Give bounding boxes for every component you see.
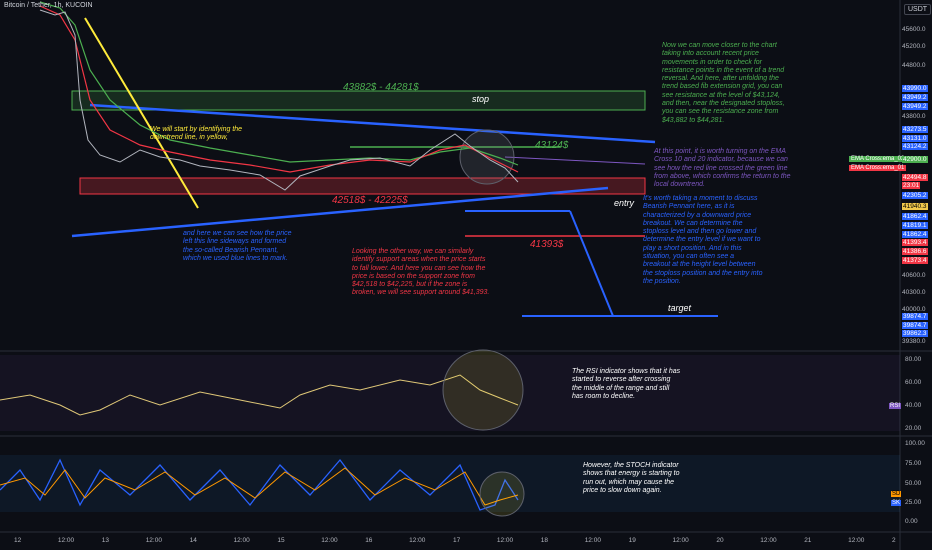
price-line [39, 9, 519, 191]
ema-note-line [504, 156, 646, 165]
stoch-axis-label: 25.00 [905, 499, 922, 506]
price-label: 43949.2 [902, 94, 928, 101]
entry-label: entry [614, 198, 635, 208]
price-label: 41393.4 [902, 239, 928, 246]
price-label: 39380.0 [902, 338, 926, 345]
stoch-axis-label: 75.00 [905, 460, 922, 467]
blue-note: and here we can see how the price left t… [183, 230, 292, 262]
time-label: 15 [277, 537, 285, 544]
ema-red [39, 5, 519, 173]
pennant-note: It's worth taking a moment to discuss Be… [643, 195, 763, 285]
price-label: 40600.0 [902, 272, 926, 279]
legend-stoch-k: SK [891, 500, 902, 506]
stoch-axis-label: 100.00 [905, 440, 925, 447]
time-label: 20 [716, 537, 724, 544]
legend-ema-02: EMA Cross:ema_02 [849, 156, 907, 162]
rsi-line [0, 374, 519, 416]
legend-stoch-d: SD [891, 491, 902, 497]
price-label: 41862.4 [902, 231, 928, 238]
time-label: 13 [101, 537, 110, 544]
time-label: 18 [540, 537, 549, 544]
yellow-note: We will start by identifying the downtre… [150, 126, 243, 142]
price-label: 44800.0 [902, 62, 926, 69]
price-label: 41862.4 [902, 213, 928, 220]
stop-zone-label: 43882$ - 44281$ [343, 82, 419, 93]
price-label: 45200.0 [902, 43, 926, 50]
highlight-circle [479, 471, 525, 517]
stoch-note: However, the STOCH indicator shows that … [583, 462, 680, 494]
price-label: 42900.0 [902, 156, 928, 163]
time-label: 12:00 [145, 537, 162, 544]
symbol-title: Bitcoin / Tether, 1h, KUCOIN [4, 2, 93, 9]
rsi-axis-label: 60.00 [905, 379, 922, 386]
price-label: 43124.2 [902, 143, 928, 150]
time-label: 12:00 [57, 537, 75, 544]
time-label: 12:00 [233, 537, 250, 544]
stoch-d [0, 467, 519, 506]
time-label: 12:00 [584, 537, 601, 544]
price-label: 23:01 [902, 182, 921, 189]
time-label: 21 [804, 537, 812, 544]
legend-rsi: RSI [889, 403, 902, 409]
support-label: 41393$ [530, 239, 564, 250]
support-zone [79, 177, 646, 195]
time-label: 19 [628, 537, 636, 544]
time-label: 16 [365, 537, 373, 544]
time-label: 12:00 [496, 537, 514, 544]
rsi-axis-label: 40.00 [905, 402, 922, 409]
stoch-k [0, 458, 519, 511]
pane-bg [0, 0, 900, 532]
rsi-axis-label: 80.00 [905, 356, 922, 363]
resistance-label: 43124$ [535, 140, 569, 151]
price-label: 43273.5 [902, 126, 928, 133]
price-label: 43131.0 [902, 135, 928, 142]
stop-label: stop [472, 94, 490, 104]
currency-button[interactable]: USDT [904, 4, 932, 15]
price-label: 39874.7 [902, 313, 928, 320]
downtrend-line [84, 17, 199, 209]
price-label: 40000.0 [902, 306, 926, 313]
price-label: 39862.3 [902, 330, 928, 337]
time-label: 12:00 [848, 537, 865, 544]
price-label: 42305.2 [902, 192, 928, 199]
stoch-axis-label: 50.00 [905, 480, 922, 487]
price-label: 41940.3 [902, 203, 928, 210]
time-label: 12:00 [672, 537, 689, 544]
pennant-bottom [71, 186, 609, 238]
rsi-note: The RSI indicator shows that it has star… [572, 368, 681, 400]
price-label: 45600.0 [902, 26, 926, 33]
highlight-circle [442, 349, 524, 431]
time-label: 12:00 [321, 537, 338, 544]
price-label: 41819.1 [902, 222, 928, 229]
support-zone-label: 42518$ - 42225$ [332, 195, 408, 206]
price-label: 39874.7 [902, 322, 928, 329]
red-note: Looking the other way, we can similarly … [352, 248, 490, 297]
time-label: 17 [453, 537, 461, 544]
green-note: Now we can move closer to the chart taki… [662, 42, 785, 124]
legend-ema-01: EMA Cross:ema_01 [849, 165, 907, 171]
price-label: 40300.0 [902, 289, 926, 296]
purple-note: At this point, it is worth turning on th… [654, 148, 791, 189]
time-label: 12:00 [760, 537, 777, 544]
time-label: 12:00 [409, 537, 426, 544]
stoch-band [0, 455, 900, 512]
target-label: target [668, 303, 692, 313]
price-label: 41373.4 [902, 257, 928, 264]
price-label: 43990.0 [902, 85, 928, 92]
price-label: 43800.0 [902, 113, 926, 120]
time-label: 2 [892, 537, 896, 544]
price-label: 41386.6 [902, 248, 928, 255]
stoch-axis-label: 0.00 [905, 518, 918, 525]
rsi-axis-label: 20.00 [905, 425, 922, 432]
time-label: 14 [189, 537, 197, 544]
pennant-top [89, 103, 656, 144]
stop-zone [71, 90, 646, 111]
projection [569, 210, 614, 317]
ema-green [39, 1, 519, 166]
price-label: 42494.8 [902, 174, 928, 181]
price-label: 43949.2 [902, 103, 928, 110]
time-label: 12 [14, 537, 22, 544]
